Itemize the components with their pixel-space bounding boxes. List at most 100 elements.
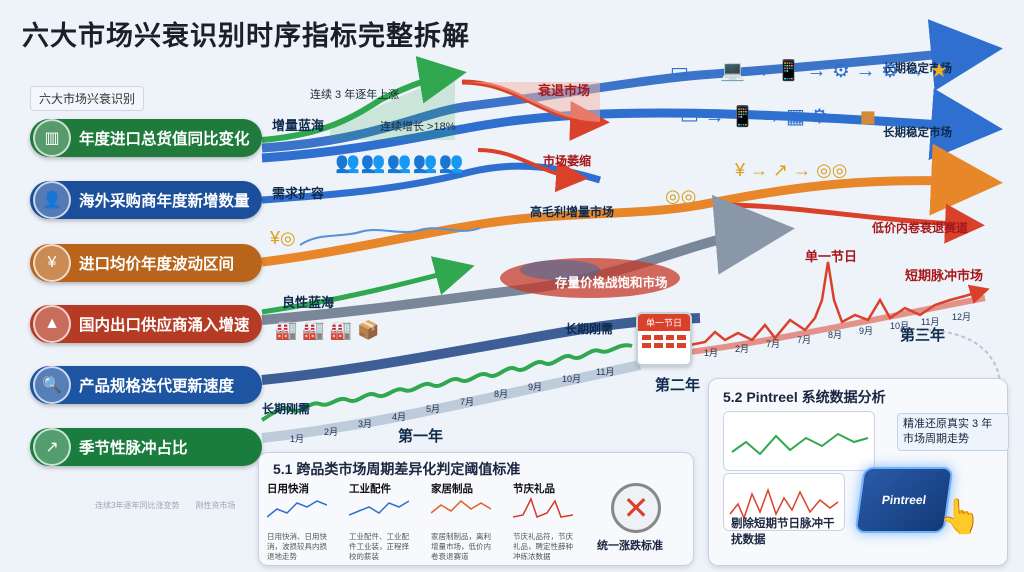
indicator-spec-iteration[interactable]: 🔍 产品规格迭代更新速度 [30, 366, 262, 404]
restore-text: 精准还原真实 3 年市场周期走势 [897, 413, 1009, 451]
category-name: 家居制品 [431, 483, 473, 495]
buyers-avatar-group: 👥👥👥👥👥 [335, 152, 465, 174]
category-name: 工业配件 [349, 483, 391, 495]
benign-green-arrow [261, 256, 475, 315]
month-label: 11月 [921, 316, 940, 327]
mini-chart-holiday [513, 497, 573, 518]
label-year-one: 第一年 [398, 428, 444, 445]
section-5-1-card: 5.1 跨品类市场周期差异化判定阈值标准 日用快消 日用快消、日用快消，波损较具… [258, 452, 694, 566]
category-desc: 工业配件、工业配件工业装，正程择校的薪装 [349, 532, 409, 562]
noisy-pulse-line [729, 487, 839, 521]
month-label: 9月 [859, 325, 874, 336]
category-name: 日用快消 [267, 483, 309, 495]
indicator-label: 年度进口总货值同比变化 [79, 131, 250, 148]
device-icon-row-2: ▭ → 📱 → ▦ ⚙ ⋯ ◼ [680, 106, 877, 128]
yen-coins-icon: ¥◎ [270, 228, 296, 248]
no-uniform-label: 统一涨跌标准 [597, 540, 663, 552]
restored-trend-line [731, 432, 869, 456]
category-holiday-gifts: 节庆礼品 节庆礼品符，节庆礼品，聘定性薛种冲练浓数据 [513, 481, 579, 562]
month-label: 3月 [358, 419, 373, 429]
indicator-label: 产品规格迭代更新速度 [79, 378, 235, 395]
indicator-import-value-yoy[interactable]: ▥ 年度进口总货值同比变化 [30, 119, 262, 157]
month-label: 8月 [828, 330, 843, 340]
month-label: 2月 [324, 426, 339, 437]
label-benign-blue-ocean: 良性蓝海 [282, 295, 335, 310]
faint-caption: 连续3年逐年同比涨变势 刚性资市场 [95, 501, 236, 510]
factory-icon: ▲ [33, 305, 71, 343]
month-label: 10月 [890, 321, 910, 331]
price-wave [299, 227, 481, 246]
month-label: 1月 [704, 348, 719, 358]
section-5-1-title: 5.1 跨品类市场周期差异化判定阈值标准 [273, 461, 521, 477]
label-low-price-involution: 低价内卷衰退赛道 [872, 221, 969, 235]
year1-seasonal-wave [260, 343, 633, 422]
indicator-label: 国内出口供应商涌入增速 [79, 317, 250, 334]
category-name: 节庆礼品 [513, 483, 555, 495]
stable-market-arrow-1 [261, 19, 1003, 153]
indicator-new-buyers[interactable]: 👤 海外采购商年度新增数量 [30, 181, 262, 219]
label-growth-blue-ocean: 增量蓝海 [272, 118, 325, 133]
label-year-three: 第三年 [900, 327, 946, 344]
label-single-holiday: 单一节日 [805, 249, 858, 264]
calendar-icon: 单一节日 [636, 312, 692, 366]
month-label: 2月 [735, 343, 750, 354]
category-daily-fmcg: 日用快消 日用快消、日用快消，波损较具内损退地走势 [267, 481, 333, 562]
connector-5-2 [919, 329, 1001, 386]
hand-pointer-icon: 👆 [939, 498, 982, 536]
indicator-label: 季节性脉冲占比 [79, 440, 188, 457]
users-icon: 👤 [33, 181, 71, 219]
section-5-2-title: 5.2 Pintreel 系统数据分析 [723, 389, 886, 405]
label-short-pulse-market: 短期脉冲市场 [905, 268, 984, 283]
year3-axis [689, 295, 986, 355]
label-continuous-growth: 连续增长 >18% [380, 121, 456, 133]
label-price-war-market: 存量价格战饱和市场 [555, 276, 668, 290]
label-stable-market-1: 长期稳定市场 [883, 63, 952, 75]
month-label: 8月 [494, 389, 509, 399]
document-search-icon: 🔍 [33, 366, 71, 404]
indicator-seasonal-pulse[interactable]: ↗ 季节性脉冲占比 [30, 428, 262, 466]
label-year-two: 第二年 [655, 377, 701, 394]
label-stable-market-2: 长期稳定市场 [883, 127, 952, 139]
category-home-goods: 家居制品 家居制制品，离利增量市场，低价内卷衰退赛道 [431, 481, 497, 562]
category-desc: 日用快消、日用快消，波损较具内损退地走势 [267, 532, 327, 562]
month-label: 12月 [952, 312, 972, 322]
month-label: 7月 [460, 396, 475, 407]
label-three-years-rising: 连续 3 年逐年上涨 [310, 89, 400, 101]
remove-text: 剔除短期节日脉冲干扰数据 [731, 518, 835, 546]
label-shrinking-market: 市场萎缩 [543, 154, 592, 168]
star-icon: ★ [930, 60, 949, 82]
indicator-supplier-influx[interactable]: ▲ 国内出口供应商涌入增速 [30, 305, 262, 343]
month-label: 7月 [766, 339, 781, 349]
indicator-label: 海外采购商年度新增数量 [79, 193, 250, 210]
label-long-term-need-1: 长期刚需 [262, 402, 311, 416]
year1-axis [261, 360, 642, 443]
pulse-chart-icon: ↗ [33, 428, 71, 466]
mini-chart-fmcg [267, 500, 327, 518]
month-label: 5月 [426, 404, 441, 414]
growth-curve-arrow [261, 55, 467, 143]
page-title: 六大市场兴衰识别时序指标完整拆解 [22, 21, 470, 51]
shrinking-curve [477, 148, 588, 193]
price-tag-icons: ¥ → ↗ → ◎◎ [735, 160, 848, 180]
category-industrial-parts: 工业配件 工业配件、工业配件工业装，正程择校的薪装 [349, 481, 415, 562]
indicator-label: 进口均价年度波动区间 [79, 256, 235, 273]
growth-area [330, 76, 455, 140]
coins-icon: ◎◎ [665, 186, 697, 206]
no-uniform-cross-icon: ✕ [611, 483, 661, 533]
indicator-price-range[interactable]: ¥ 进口均价年度波动区间 [30, 244, 262, 282]
month-label: 1月 [290, 434, 305, 444]
month-label: 7月 [797, 334, 812, 345]
section-5-2-card: 5.2 Pintreel 系统数据分析 精准还原真实 3 年市场周期走势 剔除短… [708, 378, 1009, 566]
factory-row-icons: 🏭 🏭 🏭 📦 [275, 320, 380, 340]
month-label: 9月 [528, 381, 543, 392]
month-label: 10月 [562, 374, 582, 384]
category-desc: 节庆礼品符，节庆礼品，聘定性薛种冲练浓数据 [513, 532, 573, 562]
declining-area [462, 82, 600, 122]
label-high-margin-market: 高毛利增量市场 [530, 205, 615, 219]
stable-market-arrow-2 [261, 88, 1003, 163]
category-desc: 家居制制品，离利增量市场，低价内卷衰退赛道 [431, 532, 491, 562]
month-label: 11月 [596, 366, 615, 377]
calendar-header: 单一节日 [638, 314, 690, 331]
box-icon: ◼ [859, 106, 877, 128]
legend-tag: 六大市场兴衰识别 [30, 86, 145, 111]
